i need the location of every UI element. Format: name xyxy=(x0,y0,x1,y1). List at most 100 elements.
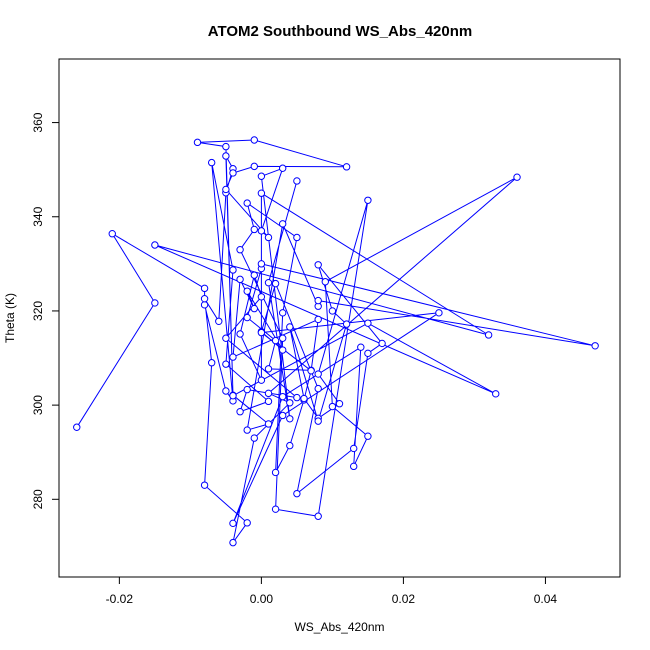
data-point xyxy=(257,260,266,268)
y-tick-label: 280 xyxy=(31,489,45,509)
data-point xyxy=(73,423,81,431)
data-point xyxy=(350,444,358,453)
data-point xyxy=(222,142,230,151)
data-point xyxy=(200,481,209,489)
y-tick-label: 340 xyxy=(31,206,45,226)
chart-title: ATOM2 Southbound WS_Abs_420nm xyxy=(208,23,472,40)
data-point xyxy=(271,279,280,288)
data-point xyxy=(364,196,372,204)
data-point xyxy=(151,299,159,307)
data-point xyxy=(257,328,266,337)
x-tick-label: 0.02 xyxy=(392,592,416,606)
data-point xyxy=(215,317,223,325)
data-point xyxy=(250,162,258,171)
data-point xyxy=(293,489,301,498)
data-point xyxy=(108,230,116,238)
data-point xyxy=(307,367,315,375)
data-point xyxy=(286,399,294,407)
y-tick-label: 320 xyxy=(31,301,45,321)
data-point xyxy=(357,343,365,351)
data-point xyxy=(229,169,237,177)
series-line xyxy=(73,136,599,547)
data-point xyxy=(243,199,251,207)
data-point xyxy=(484,331,493,339)
data-point xyxy=(335,400,344,408)
data-point xyxy=(222,387,230,395)
data-point xyxy=(200,301,209,309)
data-point xyxy=(342,320,351,328)
data-point xyxy=(350,462,358,471)
data-point xyxy=(222,152,230,160)
data-point xyxy=(278,334,287,342)
data-point xyxy=(236,275,244,284)
x-axis: -0.02 0.00 0.02 0.04 xyxy=(106,577,558,606)
data-point xyxy=(257,376,266,384)
data-point xyxy=(286,323,294,331)
data-point xyxy=(342,163,351,171)
data-point xyxy=(278,220,287,228)
data-point xyxy=(207,359,216,367)
plot-frame xyxy=(58,58,621,578)
data-point xyxy=(293,393,301,402)
data-point xyxy=(222,360,230,368)
data-point xyxy=(364,349,372,358)
data-point xyxy=(314,296,322,305)
data-point xyxy=(243,426,251,434)
data-point xyxy=(243,313,251,322)
data-point xyxy=(250,136,258,144)
data-point xyxy=(243,385,251,394)
data-point xyxy=(200,284,209,293)
data-point xyxy=(257,172,266,180)
data-point xyxy=(250,271,258,279)
data-point xyxy=(236,330,244,338)
data-point xyxy=(364,319,372,327)
data-point xyxy=(314,315,322,324)
data-point xyxy=(364,432,372,440)
data-point xyxy=(236,408,244,416)
y-axis-label: Theta (K) xyxy=(3,293,17,343)
data-point xyxy=(229,519,237,528)
data-point xyxy=(250,304,258,313)
data-point xyxy=(207,158,216,167)
data-point xyxy=(250,434,258,442)
data-point xyxy=(278,309,287,317)
data-point xyxy=(264,233,273,242)
x-axis-label: WS_Abs_420nm xyxy=(294,620,384,634)
data-point xyxy=(200,294,209,303)
data-point xyxy=(435,309,443,317)
data-point xyxy=(222,334,230,342)
data-point xyxy=(257,293,266,301)
y-axis: 280 300 320 340 360 xyxy=(31,112,59,509)
data-point xyxy=(271,468,280,477)
data-point xyxy=(264,365,273,373)
data-point xyxy=(222,185,230,194)
data-point xyxy=(300,394,308,403)
data-point xyxy=(328,402,337,411)
data-point xyxy=(250,225,258,234)
data-point xyxy=(257,227,266,235)
data-point xyxy=(321,278,329,286)
data-point xyxy=(271,336,280,345)
data-point xyxy=(271,505,280,513)
data-point xyxy=(264,278,273,287)
data-point xyxy=(513,173,521,181)
data-point xyxy=(278,411,287,420)
data-point xyxy=(378,339,386,348)
data-point xyxy=(328,307,337,315)
data-point xyxy=(236,246,244,254)
data-point xyxy=(278,346,287,354)
data-point xyxy=(229,392,237,400)
x-tick-label: 0.04 xyxy=(534,592,558,606)
data-point xyxy=(229,353,237,361)
data-point xyxy=(314,261,322,269)
data-point xyxy=(492,390,500,398)
data-point xyxy=(257,189,266,197)
data-point xyxy=(229,266,237,274)
data-point xyxy=(278,164,287,172)
data-point xyxy=(243,519,251,527)
x-tick-label: 0.00 xyxy=(250,592,274,606)
data-point xyxy=(293,177,301,185)
data-point xyxy=(264,397,273,406)
